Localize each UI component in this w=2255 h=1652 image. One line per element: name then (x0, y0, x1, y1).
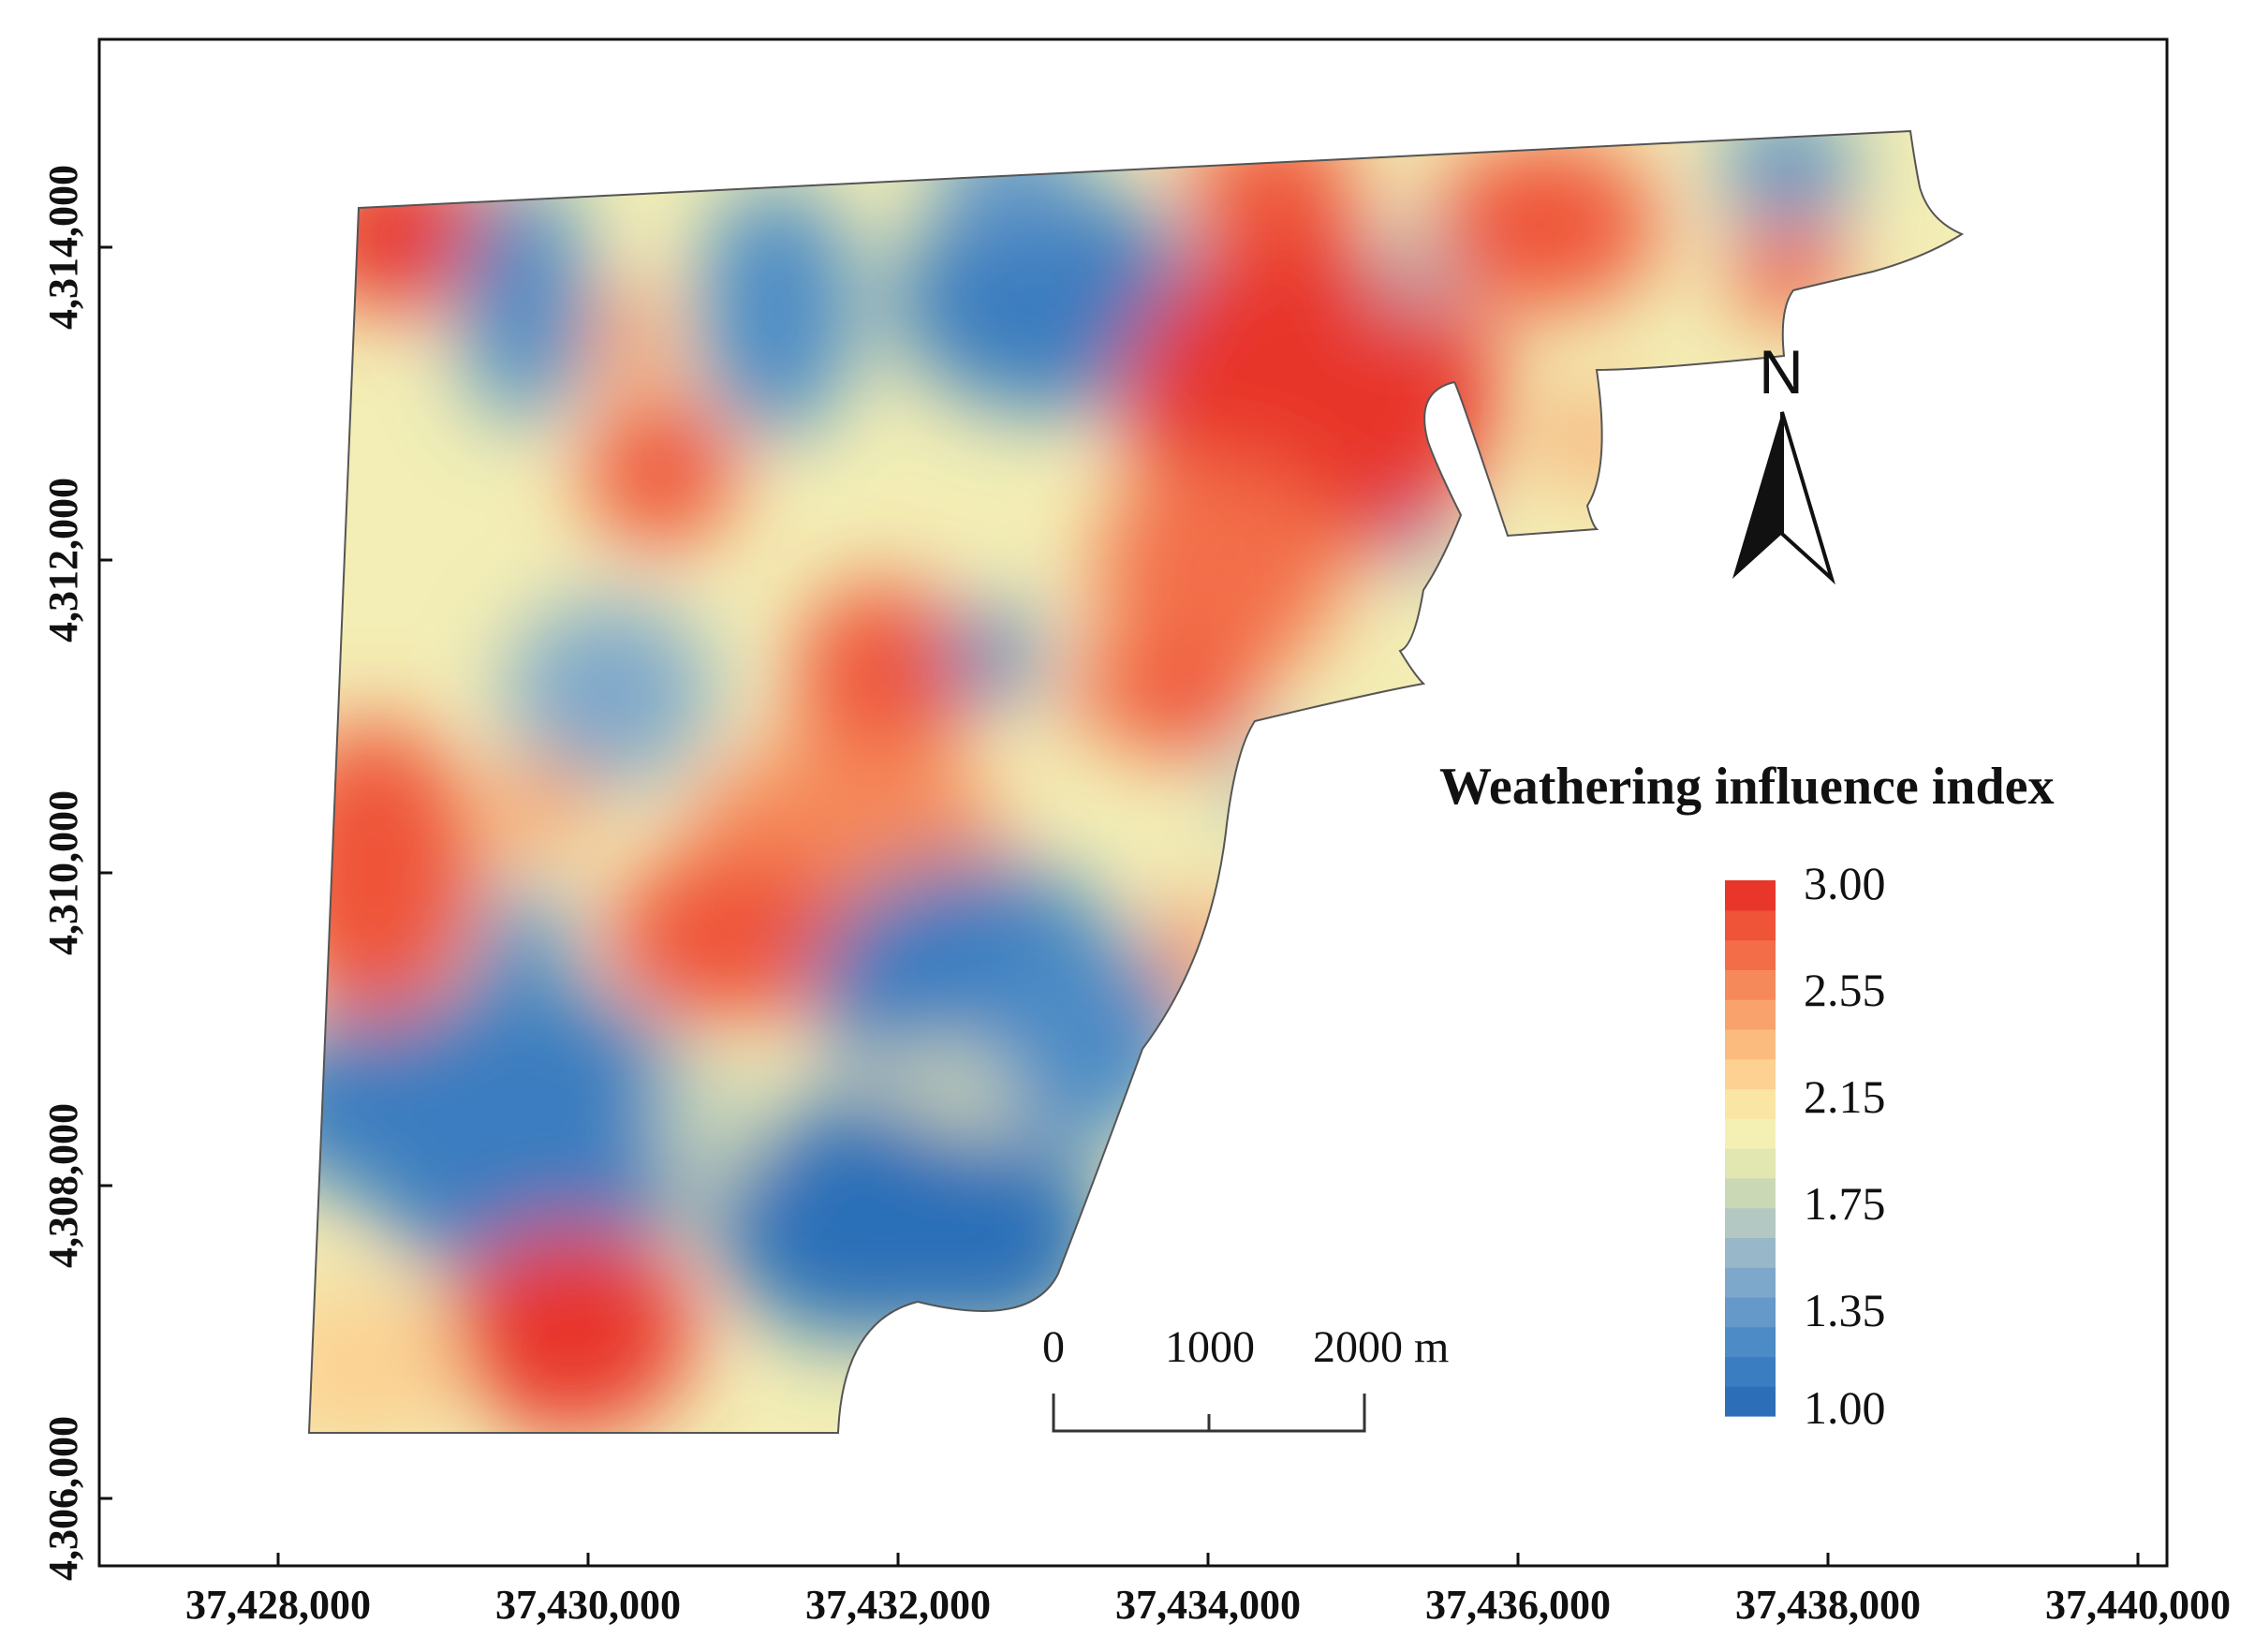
surface-patch (585, 398, 735, 548)
legend-label: 1.35 (1804, 1284, 1886, 1336)
surface-patch (698, 183, 857, 435)
y-tick-label: 4,312,000 (40, 478, 86, 642)
north-arrow-light-half (1780, 411, 1835, 585)
scale-bar-line (1052, 1394, 1366, 1433)
surface-patch (1161, 899, 1236, 1011)
legend-swatch (1725, 1326, 1776, 1358)
surface-patch (796, 581, 965, 787)
surface-patch (656, 1068, 768, 1180)
surface-patch (590, 290, 665, 384)
surface-patch (506, 599, 712, 787)
x-tick-label: 37,428,000 (185, 1582, 371, 1628)
legend-swatch (1725, 1267, 1776, 1298)
scale-bar-label: 0 (1042, 1322, 1065, 1372)
y-tick-label: 4,314,000 (40, 165, 86, 330)
legend-swatch (1725, 880, 1776, 911)
surface-patch (609, 852, 852, 1021)
surface-patch (894, 187, 1203, 412)
legend-swatch (1725, 1386, 1776, 1417)
legend-swatch (1725, 1058, 1776, 1090)
surface-patch (1732, 225, 1845, 318)
plot-frame (97, 37, 2169, 1568)
x-tick-label: 37,430,000 (495, 1582, 681, 1628)
x-axis: 37,428,000 37,430,000 37,432,000 37,434,… (185, 1553, 2231, 1628)
legend-swatch (1725, 1296, 1776, 1328)
north-arrow-dark-half (1732, 412, 1782, 579)
legend-label: 2.15 (1804, 1070, 1886, 1123)
legend-label: 1.00 (1804, 1381, 1886, 1434)
legend-label: 3.00 (1804, 857, 1886, 909)
legend-swatch (1725, 1356, 1776, 1387)
surface-patch (946, 609, 1039, 702)
north-arrow-label: N (1759, 337, 1804, 406)
scale-bar-label: 1000 (1165, 1322, 1255, 1372)
legend-label: 1.75 (1804, 1177, 1886, 1230)
legend-swatch (1725, 999, 1776, 1030)
legend-swatch (1725, 1088, 1776, 1119)
surface-patch (1124, 646, 1255, 759)
surface-patch (862, 1133, 1105, 1339)
surface-patch (1395, 515, 1452, 571)
surface-patch (459, 178, 590, 421)
surface-patch (1723, 131, 1854, 225)
surface-patch (309, 1283, 450, 1433)
y-axis: 4,314,000 4,312,000 4,310,000 4,308,000 … (40, 165, 112, 1581)
surface-patch (1377, 234, 1452, 309)
surface-patch (450, 1227, 693, 1433)
y-tick-label: 4,308,000 (40, 1103, 86, 1268)
surface-patch (309, 1021, 459, 1189)
legend-swatch (1725, 1028, 1776, 1060)
north-arrow: N (1732, 337, 1835, 585)
x-tick-label: 37,438,000 (1735, 1582, 1921, 1628)
y-tick-label: 4,306,000 (40, 1416, 86, 1581)
legend-swatch (1725, 1237, 1776, 1268)
legend-title: Weathering influence index (1439, 758, 2054, 816)
legend-swatch (1725, 1148, 1776, 1179)
legend-swatch (1725, 939, 1776, 970)
study-area-boundary (307, 129, 1965, 1434)
surface-patch (1227, 730, 1302, 843)
surface-patch (1433, 140, 1658, 309)
legend-swatch (1725, 1177, 1776, 1209)
x-tick-label: 37,440,000 (2045, 1582, 2231, 1628)
surface-patch (478, 890, 571, 1002)
legend-swatch (1725, 1118, 1776, 1149)
surface-patch (309, 721, 478, 1021)
scale-bar: 0 1000 2000 m (1042, 1322, 1449, 1433)
y-tick-label: 4,310,000 (40, 790, 86, 955)
x-tick-label: 37,434,000 (1115, 1582, 1301, 1628)
surface-patch (487, 759, 599, 852)
legend-label: 2.55 (1804, 964, 1886, 1016)
surface-patch (1545, 393, 1639, 487)
surface-patch (1189, 131, 1358, 253)
legend-swatch (1725, 1207, 1776, 1238)
surface-patch (1096, 459, 1339, 684)
legend-swatch (1725, 909, 1776, 941)
legend: Weathering influence index 3.00 2.55 2.1… (1439, 758, 2054, 1434)
x-tick-label: 37,436,000 (1425, 1582, 1611, 1628)
legend-swatch (1725, 969, 1776, 1000)
legend-color-ramp (1725, 880, 1776, 1417)
scale-bar-label: 2000 m (1313, 1322, 1449, 1372)
x-tick-label: 37,432,000 (805, 1582, 991, 1628)
